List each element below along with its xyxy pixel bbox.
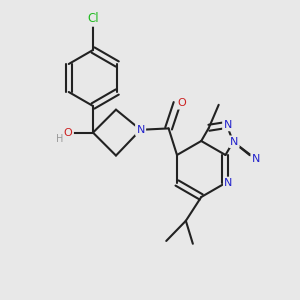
Text: O: O: [178, 98, 186, 108]
Text: N: N: [230, 137, 238, 147]
Text: N: N: [224, 120, 232, 130]
Text: Cl: Cl: [87, 12, 99, 25]
Text: N: N: [251, 154, 260, 164]
Text: N: N: [224, 178, 233, 188]
Text: H: H: [56, 134, 63, 144]
Text: N: N: [136, 125, 145, 135]
Text: O: O: [64, 128, 73, 138]
